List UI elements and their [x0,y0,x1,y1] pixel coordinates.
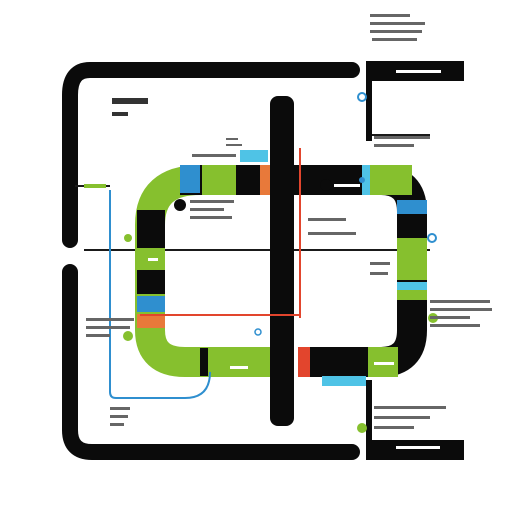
loop-left-black-2 [137,270,165,294]
loop-top-black [180,165,427,377]
main-loop [135,150,427,386]
loop-top-green-2 [370,165,412,195]
frame-right-top-vertical [366,61,372,141]
station-node-bottom-right[interactable] [357,423,367,433]
loop-bottom-black-gap [200,348,208,376]
loop-top-lightblue [240,150,268,162]
loop-right-blue-2 [397,282,427,290]
station-node-right[interactable] [427,233,437,243]
route-blue-thin [109,190,211,399]
loop-bottom-orange [298,347,310,377]
loop-left-black-1 [137,210,165,248]
loop-left-blue [137,296,165,312]
loop-left-green [135,165,270,377]
central-vertical-bar [270,96,294,426]
loop-top-green-1 [202,165,236,195]
loop-right-green-2 [397,290,427,300]
station-node-left[interactable] [124,234,132,242]
loop-left-orange [137,314,165,328]
station-node-left-lower[interactable] [123,331,133,341]
loop-top-orange [260,165,270,195]
frame-top-left [62,62,360,248]
loop-right-blue-1 [397,200,427,214]
station-node-left-upper[interactable] [174,199,186,211]
illegible-label-strips [84,14,492,449]
station-node-center[interactable] [254,328,262,336]
thin-routes [75,134,430,399]
station-node-top-right[interactable] [320,179,332,191]
frame-right-bottom-vertical [366,380,372,460]
station-nodes [123,92,438,433]
station-node-gate[interactable] [359,177,365,183]
loop-top-blue [180,165,200,193]
loop-top-lightblue-2 [362,165,370,195]
frame-bottom-left [62,264,360,460]
loop-bottom-lightblue [322,376,366,386]
frame-bottom-right [368,440,464,460]
station-node-top[interactable] [357,92,367,102]
loop-right-green [397,238,427,280]
